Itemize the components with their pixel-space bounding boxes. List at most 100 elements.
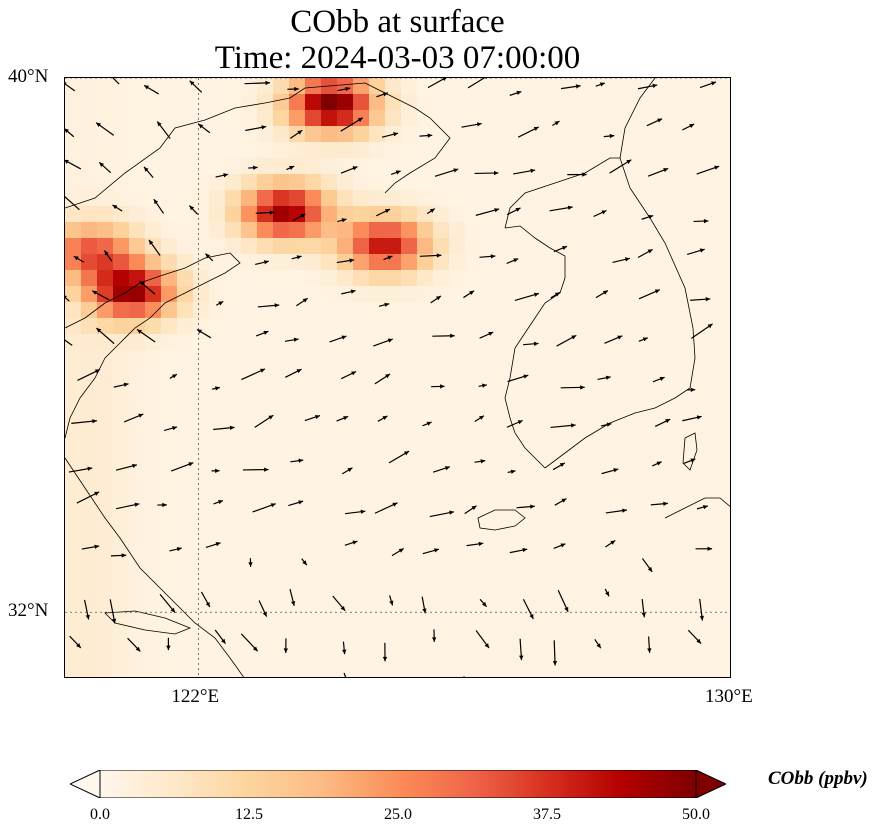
- field-cell: [593, 206, 610, 223]
- field-cell: [97, 382, 114, 399]
- field-cell: [385, 158, 402, 175]
- field-cell: [577, 382, 594, 399]
- wind-arrow: [116, 502, 140, 510]
- map-panel[interactable]: [64, 77, 731, 678]
- field-cell: [561, 222, 578, 239]
- field-cell: [577, 238, 594, 255]
- field-cell: [161, 174, 178, 191]
- wind-arrow: [479, 254, 496, 259]
- field-cell: [401, 606, 418, 623]
- field-cell: [641, 270, 658, 287]
- colorbar-tick: 37.5: [533, 806, 561, 823]
- field-cell: [497, 206, 514, 223]
- field-cell: [673, 654, 690, 671]
- field-cell: [257, 94, 274, 111]
- wind-arrow: [241, 368, 266, 381]
- field-cell: [561, 462, 578, 479]
- field-cell: [385, 510, 402, 527]
- field-cell: [257, 654, 274, 671]
- field-cell: [337, 94, 354, 111]
- field-cell: [129, 142, 146, 159]
- wind-arrow: [81, 544, 100, 550]
- field-cell: [689, 622, 706, 639]
- wind-arrow: [567, 172, 587, 177]
- field-cell: [593, 158, 610, 175]
- field-cell: [273, 574, 290, 591]
- field-cell: [337, 350, 354, 367]
- field-cell: [481, 670, 498, 677]
- field-cell: [257, 478, 274, 495]
- field-cell: [369, 190, 386, 207]
- field-cell: [177, 222, 194, 239]
- field-cell: [113, 190, 130, 207]
- field-cell: [209, 638, 226, 655]
- field-cell: [497, 366, 514, 383]
- field-cell: [305, 318, 322, 335]
- field-cell: [513, 142, 530, 159]
- field-cell: [385, 78, 402, 95]
- field-cell: [225, 126, 242, 143]
- field-cell: [273, 494, 290, 511]
- field-cell: [113, 398, 130, 415]
- field-cell: [321, 94, 338, 111]
- field-cell: [145, 190, 162, 207]
- field-cell: [145, 254, 162, 271]
- field-cell: [625, 238, 642, 255]
- wind-arrow: [419, 133, 433, 138]
- field-cell: [593, 270, 610, 287]
- field-cell: [65, 478, 82, 495]
- field-cell: [97, 478, 114, 495]
- field-cell: [129, 238, 146, 255]
- field-cell: [449, 142, 466, 159]
- field-cell: [161, 78, 178, 95]
- field-cell: [433, 110, 450, 127]
- field-cell: [689, 478, 706, 495]
- field-cell: [161, 286, 178, 303]
- field-cell: [721, 126, 730, 143]
- field-cell: [657, 574, 674, 591]
- field-cell: [321, 494, 338, 511]
- field-cell: [113, 606, 130, 623]
- field-cell: [305, 334, 322, 351]
- field-cell: [625, 382, 642, 399]
- field-cell: [97, 590, 114, 607]
- field-cell: [705, 126, 722, 143]
- field-cell: [545, 302, 562, 319]
- field-cell: [385, 382, 402, 399]
- field-cell: [401, 526, 418, 543]
- field-cell: [577, 478, 594, 495]
- field-cell: [273, 542, 290, 559]
- field-cell: [609, 638, 626, 655]
- field-cell: [177, 126, 194, 143]
- field-cell: [625, 334, 642, 351]
- field-cell: [721, 638, 730, 655]
- field-cell: [401, 446, 418, 463]
- field-cell: [273, 398, 290, 415]
- wind-arrow: [506, 258, 519, 264]
- field-cell: [321, 622, 338, 639]
- field-cell: [593, 542, 610, 559]
- field-cell: [369, 574, 386, 591]
- field-cell: [193, 158, 210, 175]
- field-cell: [545, 462, 562, 479]
- field-cell: [209, 590, 226, 607]
- wind-arrow: [65, 82, 76, 92]
- field-cell: [337, 430, 354, 447]
- field-cell: [433, 574, 450, 591]
- field-cell: [657, 254, 674, 271]
- field-cell: [145, 590, 162, 607]
- wind-arrow: [254, 414, 274, 428]
- field-cell: [161, 558, 178, 575]
- field-cell: [273, 670, 290, 677]
- field-cell: [305, 590, 322, 607]
- field-cell: [129, 254, 146, 271]
- field-cell: [193, 94, 210, 111]
- coastline-yangtze: [65, 457, 245, 677]
- field-cell: [97, 270, 114, 287]
- field-cell: [577, 654, 594, 671]
- field-cell: [241, 222, 258, 239]
- field-cell: [481, 606, 498, 623]
- field-cell: [625, 270, 642, 287]
- wind-arrow: [95, 122, 115, 136]
- field-cell: [369, 510, 386, 527]
